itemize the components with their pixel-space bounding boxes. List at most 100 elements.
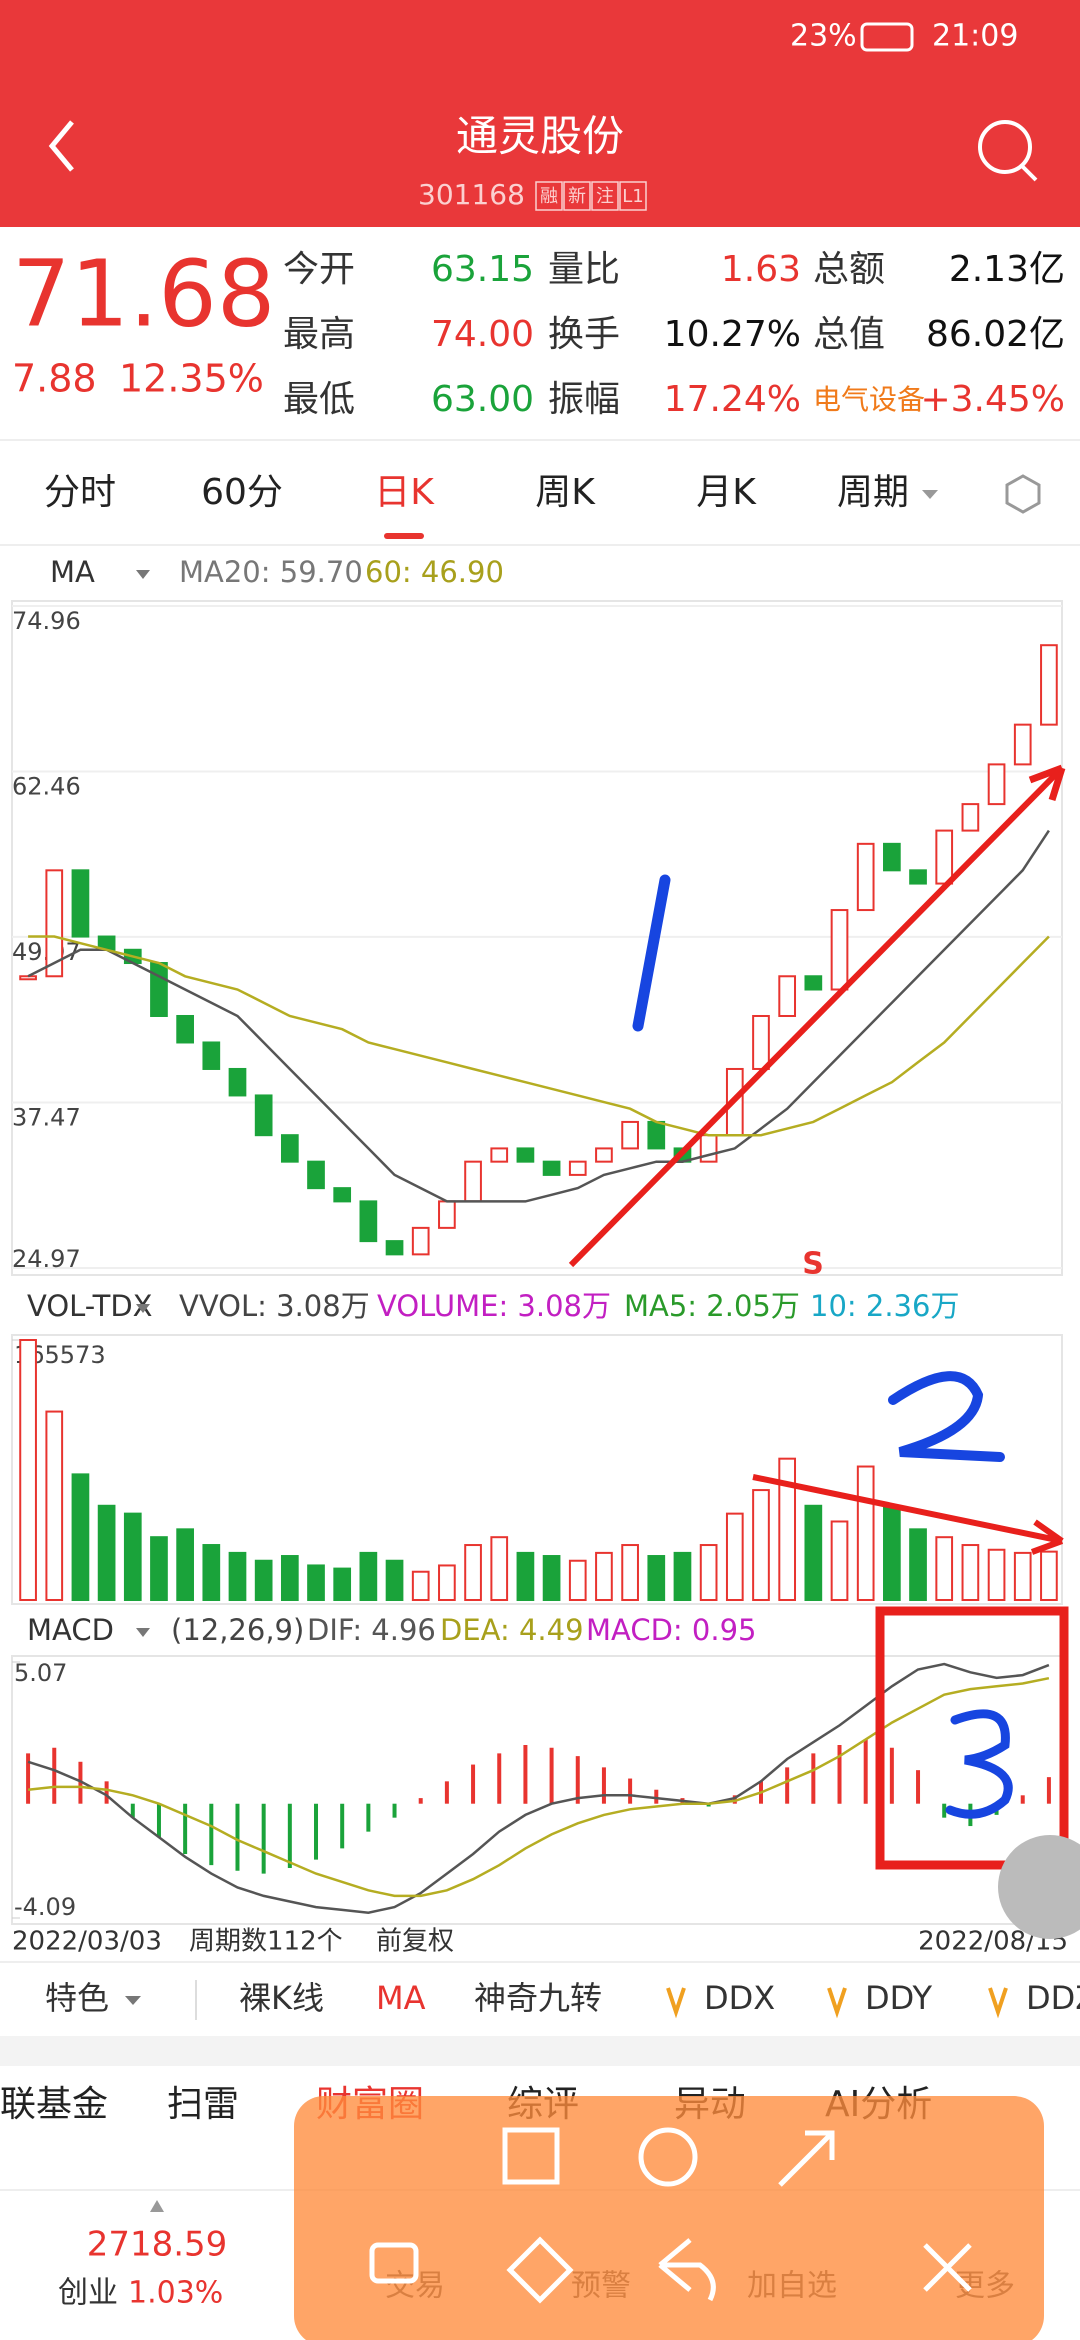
candle [830,909,849,991]
volume-bar [333,1567,352,1601]
quote-value: 63.15 [431,249,534,290]
quote-value: 74.00 [431,314,534,355]
legend: MACD [27,1613,114,1647]
candle [987,763,1006,806]
undo-tool[interactable] [658,2238,716,2302]
rect-tool[interactable] [502,2127,560,2185]
candle [568,1160,587,1176]
badge: 注 [596,186,614,207]
volume-bar [699,1544,718,1601]
candle [359,1200,378,1243]
date-label: 前复权 [376,1927,454,1957]
circle-tool[interactable] [638,2127,698,2187]
battery: 23% [790,19,857,54]
quote-value: 86.02亿 [926,314,1065,355]
quote-value: 2.13亿 [949,249,1065,290]
volume-bar [804,1504,823,1601]
settings[interactable] [1005,474,1041,514]
annot-box [875,1606,1069,1870]
price: 71.68 [12,240,275,347]
dropdown [136,1304,150,1313]
badge-box [535,181,563,211]
tab[interactable]: 周K [535,472,596,513]
bottom-tab[interactable]: 扫雷 [167,2084,239,2125]
tab[interactable]: 分时 [44,472,116,513]
dropdown [136,1628,150,1637]
candle [909,869,927,885]
tab[interactable]: 60分 [201,472,283,513]
volume-bar [830,1520,849,1601]
legend: DEA: 4.49 [440,1613,584,1647]
quote-label: 振幅 [548,379,620,420]
y-tick-label: 62.46 [12,773,81,801]
candle [464,1160,482,1203]
quote-label: 今开 [283,249,355,290]
candle [647,1120,666,1150]
candle [804,975,823,991]
candle [516,1147,535,1163]
badge-box [591,181,619,211]
volume-bar [385,1559,404,1602]
candle [621,1120,639,1150]
tab[interactable]: 日K [374,472,435,513]
title: 通灵股份 [456,112,624,161]
indicator[interactable]: DDX [704,1979,775,2017]
volume-bar [254,1559,273,1602]
dropdown [136,570,150,579]
battery-icon [860,22,914,52]
y-tick-label: -4.09 [14,1893,76,1921]
candle [961,803,980,832]
candle [1013,723,1032,766]
candle [150,962,168,1017]
v-icon [666,1987,686,2019]
chart-frame [11,1334,1063,1605]
volume-bar [97,1504,116,1601]
volume-bar [778,1457,797,1601]
search[interactable] [978,120,1032,174]
volume-bar [45,1410,64,1601]
v-icon [827,1987,847,2019]
quote-value: 63.00 [431,379,534,420]
volume-bar [307,1564,325,1601]
y-tick-label: 24.97 [12,1245,81,1273]
close-tool[interactable] [923,2243,972,2292]
volume-bar [359,1551,378,1601]
bottom-tab[interactable]: 联基金 [0,2084,108,2125]
back[interactable] [48,120,74,172]
volume-bar [280,1555,299,1602]
tab-underline [384,533,424,539]
quote-label: 换手 [548,314,620,355]
candle [71,869,90,938]
indicator[interactable]: DDY [865,1979,933,2017]
quote-label: 最高 [283,314,355,355]
indicator[interactable]: 裸K线 [239,1979,324,2017]
volume-bar [673,1551,692,1601]
index-value: 2718.59 [87,2225,228,2265]
y-tick-label: 5.07 [14,1659,67,1687]
avatar[interactable] [998,1835,1080,1939]
quote-value: 1.63 [721,249,801,290]
toolbar-icons [369,2127,972,2304]
code: 301168 [418,178,525,211]
volume-bar [909,1528,927,1601]
legend: DIF: 4.96 [307,1613,436,1647]
badge: 融 [540,186,558,207]
volume-bar [71,1473,90,1601]
candle [856,842,875,912]
tab[interactable]: 周期 [837,472,909,513]
indicator[interactable]: 特色 [45,1979,109,2017]
volume-bar [228,1551,247,1601]
indicator[interactable]: 神奇九转 [474,1979,602,2017]
tab[interactable]: 月K [696,472,757,513]
indicator[interactable]: DDZ [1026,1979,1080,2017]
camera-tool[interactable] [369,2242,419,2284]
indicator[interactable]: MA [376,1979,426,2017]
volume-bar [935,1536,954,1602]
candle [45,869,64,978]
arrow-tool[interactable] [778,2130,835,2187]
legend: VOL-TDX [27,1289,153,1323]
up-arrow [150,2200,164,2212]
eraser-tool[interactable] [506,2236,574,2304]
badge: L1 [622,186,643,207]
